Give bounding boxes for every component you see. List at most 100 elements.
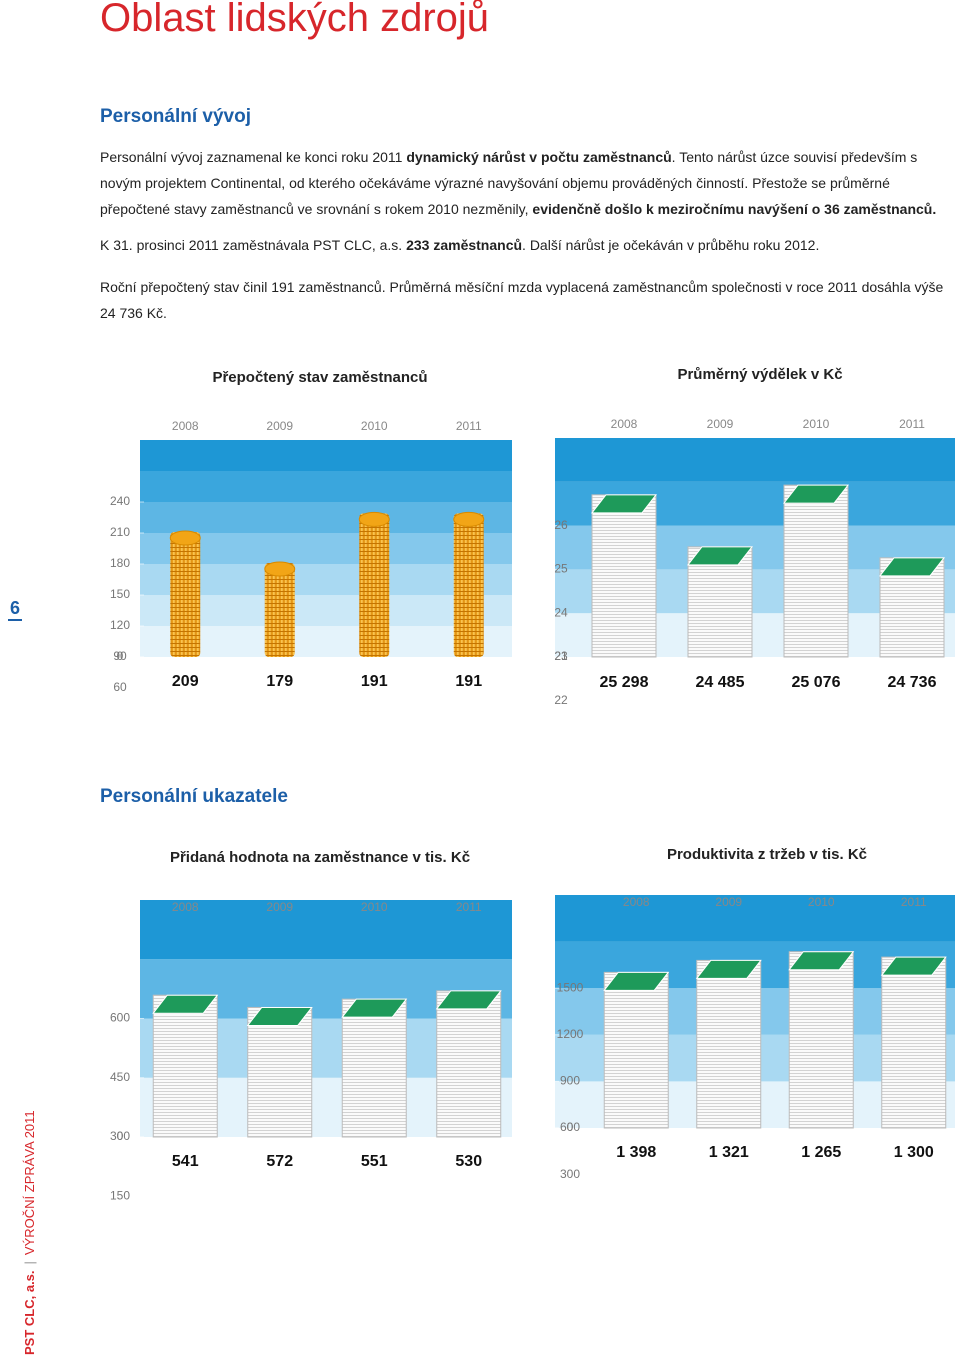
bar-top <box>341 998 408 1018</box>
bar <box>783 484 849 658</box>
x-tick-label: 2009 <box>266 900 293 914</box>
x-tick-label: 2010 <box>808 895 835 909</box>
value-label: 179 <box>266 673 293 690</box>
y-tick-label: 60 <box>113 680 127 694</box>
chart-title: Přepočtený stav zaměstnanců <box>212 369 427 386</box>
x-tick-label: 2009 <box>707 417 734 431</box>
value-label: 530 <box>455 1153 482 1170</box>
section-heading: Personální vývoj <box>100 106 252 127</box>
band <box>140 900 512 960</box>
x-tick-label: 2008 <box>611 417 638 431</box>
chart-title: Přidaná hodnota na zaměstnance v tis. Kč <box>170 849 470 866</box>
bar <box>696 959 762 1129</box>
value-label: 1 300 <box>894 1144 934 1161</box>
section-heading: Personální ukazatele <box>100 786 288 807</box>
x-tick-label: 2011 <box>456 419 482 433</box>
report-name: VÝROČNÍ ZPRÁVA 2011 <box>22 1110 37 1256</box>
bar <box>170 531 201 657</box>
bar <box>152 994 218 1138</box>
bar-top <box>782 484 850 504</box>
value-label: 24 485 <box>696 674 745 691</box>
y-tick-label: 0 <box>117 1129 124 1143</box>
sidebar: PST CLC, a.s.|VÝROČNÍ ZPRÁVA 2011 <box>22 1110 37 1355</box>
paragraph: Roční přepočtený stav činil 191 zaměstna… <box>100 274 956 326</box>
chart-title: Průměrný výdělek v Kč <box>677 366 842 383</box>
bar-top <box>358 511 390 527</box>
bar <box>247 1006 313 1138</box>
y-tick-label: 240 <box>110 494 130 508</box>
bar <box>436 990 502 1138</box>
company: PST CLC, a.s. <box>22 1270 37 1355</box>
y-tick-label: 180 <box>110 556 130 570</box>
y-tick-label: 23 <box>554 649 568 663</box>
bold-text: evidenčně došlo k meziročnímu navýšení o… <box>532 201 937 217</box>
value-label: 24 736 <box>888 674 937 691</box>
y-tick-label: 22 <box>554 693 568 707</box>
bar <box>788 951 854 1129</box>
y-tick-label: 21 <box>554 649 568 663</box>
y-tick-label: 600 <box>110 1011 130 1025</box>
text: Roční přepočtený stav činil 191 zaměstna… <box>100 279 944 321</box>
y-tick-label: 1500 <box>557 980 584 994</box>
y-tick-label: 120 <box>110 618 130 632</box>
y-tick-label: 300 <box>560 1167 580 1181</box>
band <box>140 471 512 502</box>
y-tick-label: 0 <box>117 649 124 663</box>
bar <box>603 971 669 1129</box>
value-label: 1 398 <box>616 1144 656 1161</box>
bar-top <box>878 557 946 577</box>
value-label: 209 <box>172 673 199 690</box>
band <box>555 895 955 942</box>
bar <box>453 513 484 657</box>
y-tick-label: 450 <box>110 1070 130 1084</box>
y-tick-label: 300 <box>110 1129 130 1143</box>
x-tick-label: 2008 <box>172 419 199 433</box>
paragraph: K 31. prosinci 2011 zaměstnávala PST CLC… <box>100 232 956 258</box>
bar-top <box>453 511 485 527</box>
bar-top <box>880 956 947 976</box>
band <box>140 564 512 595</box>
band <box>140 626 512 657</box>
bold-text: dynamický nárůst v počtu zaměstnanců <box>406 149 672 165</box>
bar-top <box>603 971 670 991</box>
bar-top <box>788 951 855 971</box>
y-tick-label: 90 <box>113 649 127 663</box>
y-tick-label: 150 <box>110 1188 130 1202</box>
value-label: 191 <box>455 673 482 690</box>
bar <box>881 956 947 1129</box>
x-tick-label: 2009 <box>715 895 742 909</box>
text: Personální vývoj zaznamenal ke konci rok… <box>100 149 407 165</box>
bar-top <box>590 494 658 514</box>
y-tick-label: 1200 <box>557 1027 584 1041</box>
value-label: 191 <box>361 673 388 690</box>
bar <box>591 494 657 658</box>
y-tick-label: 150 <box>110 587 130 601</box>
value-label: 25 298 <box>600 674 649 691</box>
text: . Další nárůst je očekáván v průběhu rok… <box>522 237 820 253</box>
bar-top <box>152 994 219 1014</box>
y-tick-label: 25 <box>554 562 568 576</box>
x-tick-label: 2010 <box>361 419 388 433</box>
band <box>555 438 955 482</box>
bar-top <box>264 561 296 577</box>
value-label: 541 <box>172 1153 199 1170</box>
x-tick-label: 2011 <box>899 417 925 431</box>
value-label: 1 265 <box>801 1144 841 1161</box>
chart-title: Produktivita z tržeb v tis. Kč <box>667 846 867 863</box>
x-tick-label: 2010 <box>361 900 388 914</box>
y-tick-label: 210 <box>110 525 130 539</box>
band <box>140 440 512 471</box>
x-tick-label: 2010 <box>803 417 830 431</box>
band <box>140 595 512 626</box>
bold-text: 233 zaměstnanců <box>406 237 523 253</box>
y-tick-label: 24 <box>554 605 568 619</box>
y-tick-label: 26 <box>554 518 568 532</box>
bar <box>264 562 295 657</box>
value-label: 551 <box>361 1153 388 1170</box>
bar <box>341 998 407 1138</box>
x-tick-label: 2008 <box>172 900 199 914</box>
value-label: 1 321 <box>709 1144 749 1161</box>
bar-top <box>169 530 201 546</box>
